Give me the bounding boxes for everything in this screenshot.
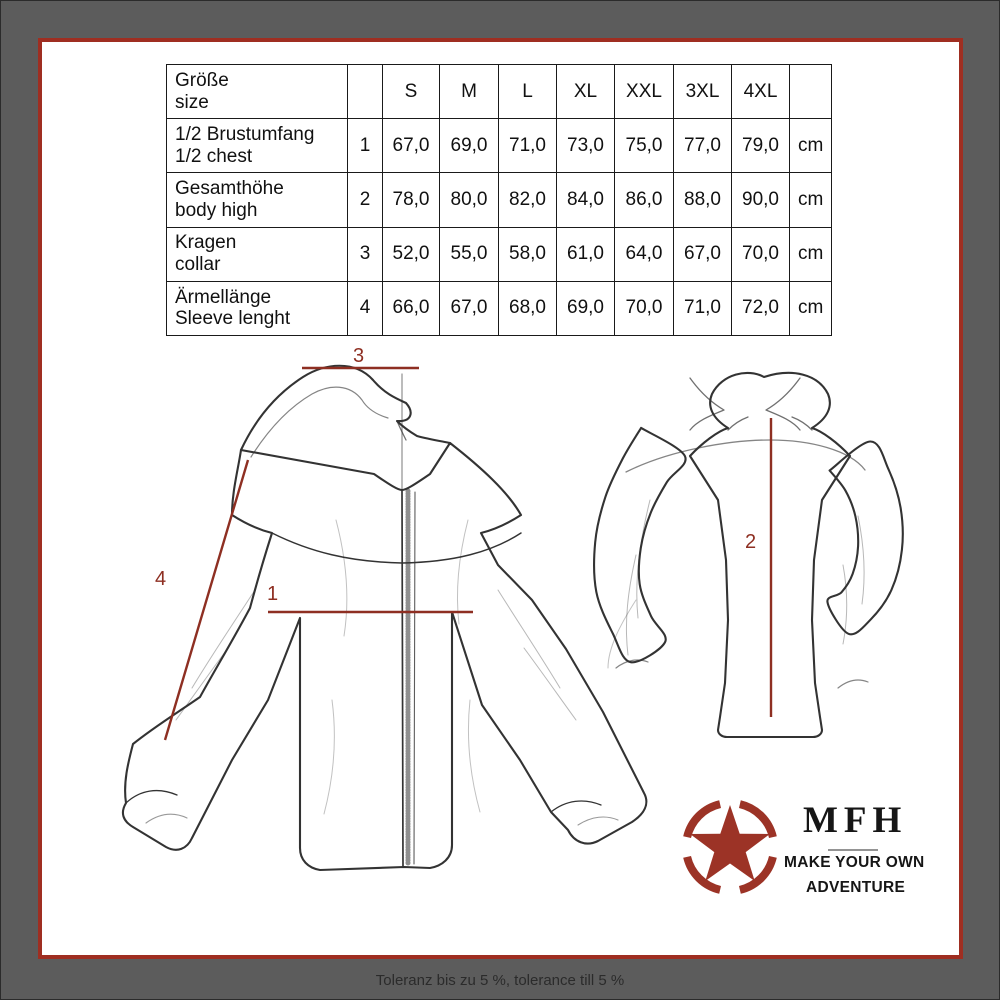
svg-text:ADVENTURE: ADVENTURE — [806, 879, 905, 896]
svg-text:MAKE YOUR OWN: MAKE YOUR OWN — [784, 854, 925, 871]
svg-text:MFH: MFH — [803, 800, 907, 841]
